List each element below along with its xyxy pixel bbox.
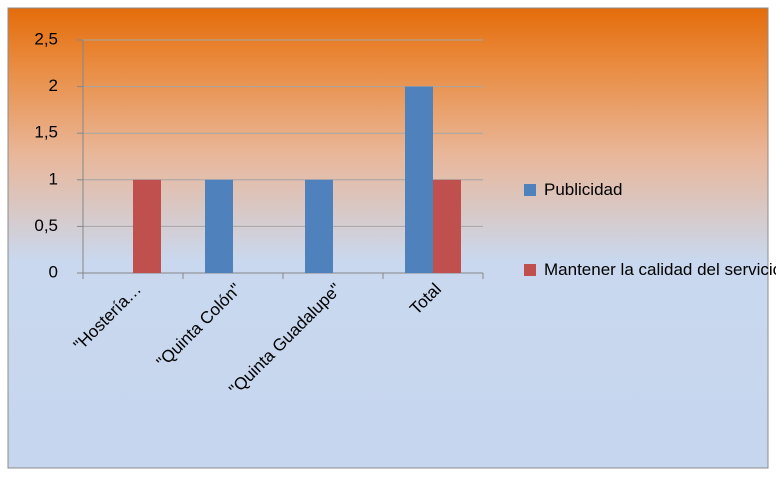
bar xyxy=(133,179,161,273)
y-tick-label: 0 xyxy=(49,262,58,281)
y-tick-label: 2,5 xyxy=(34,29,58,48)
legend-swatch xyxy=(524,264,536,276)
legend-label: Mantener la calidad del servicio xyxy=(544,260,776,279)
bar xyxy=(433,179,461,273)
bar xyxy=(305,179,333,273)
y-tick-label: 0,5 xyxy=(34,216,58,235)
bar xyxy=(205,179,233,273)
legend-label: Publicidad xyxy=(544,180,623,199)
y-tick-label: 1,5 xyxy=(34,123,58,142)
y-tick-label: 2 xyxy=(49,76,58,95)
bar xyxy=(405,86,433,273)
chart-background xyxy=(7,7,769,469)
legend-swatch xyxy=(524,184,536,196)
y-tick-label: 1 xyxy=(49,169,58,188)
